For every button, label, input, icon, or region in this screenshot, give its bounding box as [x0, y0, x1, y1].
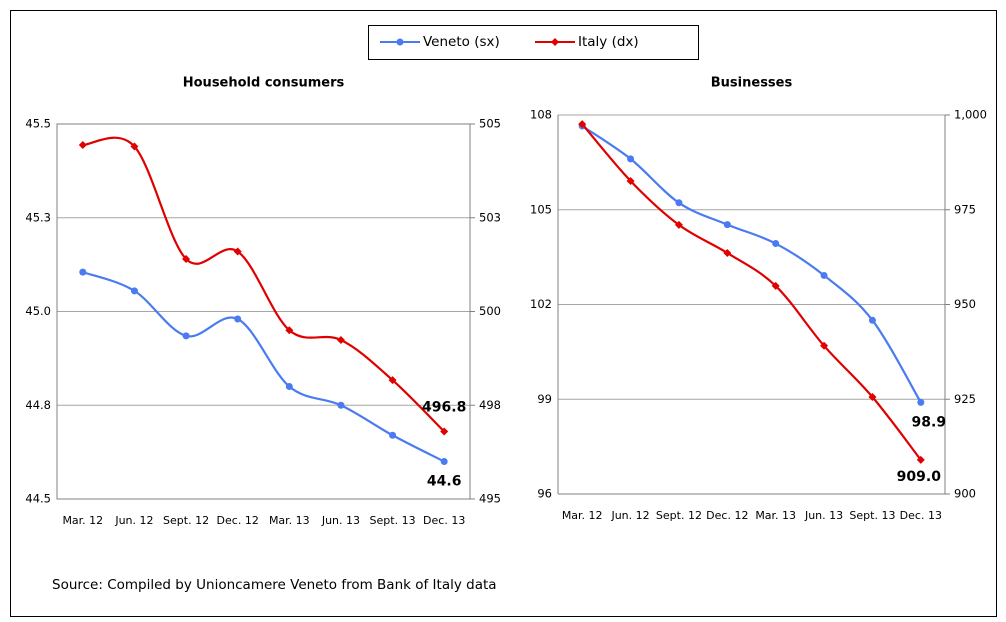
y-tick-label: 45.5	[25, 117, 51, 131]
frame	[10, 10, 997, 617]
data-point	[182, 255, 191, 263]
x-tick-label: Sept. 13	[370, 514, 416, 527]
y-tick-label: 45.3	[25, 210, 51, 224]
chart-title: Household consumers	[183, 76, 345, 91]
data-point	[182, 332, 190, 340]
data-label: 44.6	[427, 474, 462, 490]
y-tick-label: 105	[530, 202, 552, 216]
y-tick-label: 99	[537, 392, 552, 406]
data-point	[627, 155, 635, 163]
chart-title: Businesses	[711, 76, 793, 91]
x-tick-label: Sept. 12	[163, 514, 209, 527]
data-point	[675, 199, 683, 207]
data-label: 98.9	[912, 414, 947, 430]
data-point	[626, 176, 635, 185]
data-point	[388, 376, 397, 385]
x-tick-label: Mar. 13	[755, 509, 796, 522]
data-point	[578, 120, 587, 129]
data-point	[389, 431, 397, 439]
series-line	[581, 123, 922, 461]
data-point	[723, 248, 732, 257]
data-point	[79, 268, 87, 276]
x-tick-label: Dec. 12	[706, 509, 748, 522]
y2-tick-label: 503	[479, 210, 501, 224]
y2-tick-label: 925	[954, 392, 976, 406]
data-point	[78, 141, 87, 149]
legend-box	[368, 25, 699, 60]
series-line	[581, 125, 922, 403]
x-tick-label: Sept. 13	[849, 509, 895, 522]
y-tick-label: 102	[530, 297, 552, 311]
x-tick-label: Jun. 13	[321, 514, 360, 527]
y-tick-label: 96	[537, 487, 552, 501]
data-label: 909.0	[897, 469, 942, 485]
data-point	[233, 247, 242, 256]
y-tick-label: 44.5	[25, 492, 51, 506]
y2-tick-label: 505	[479, 117, 501, 131]
data-point	[820, 341, 829, 350]
y2-tick-label: 950	[954, 297, 976, 311]
y2-tick-label: 500	[479, 304, 501, 318]
y-tick-label: 45.0	[25, 304, 51, 318]
x-tick-label: Dec. 13	[423, 514, 465, 527]
data-label: 496.8	[422, 400, 466, 416]
data-point	[234, 315, 242, 323]
x-tick-label: Dec. 13	[900, 509, 942, 522]
legend-label: Italy (dx)	[578, 34, 639, 50]
x-tick-label: Dec. 12	[217, 514, 259, 527]
data-point	[916, 455, 925, 464]
series-line	[82, 136, 445, 433]
y-tick-label: 44.8	[25, 398, 51, 412]
y2-tick-label: 1,000	[954, 108, 987, 122]
x-tick-label: Sept. 12	[656, 509, 702, 522]
legend-label: Veneto (sx)	[423, 34, 500, 50]
x-tick-label: Jun. 12	[610, 509, 649, 522]
x-tick-label: Jun. 12	[114, 514, 153, 527]
data-point	[130, 142, 139, 151]
x-tick-label: Mar. 13	[269, 514, 310, 527]
y-tick-label: 108	[530, 108, 552, 122]
data-point	[285, 326, 294, 335]
x-tick-label: Mar. 12	[562, 509, 603, 522]
y2-tick-label: 975	[954, 202, 976, 216]
legend-marker	[551, 38, 559, 46]
data-point	[771, 281, 780, 290]
x-tick-label: Mar. 12	[62, 514, 103, 527]
data-point	[337, 401, 345, 409]
data-point	[772, 240, 780, 248]
data-point	[336, 336, 345, 344]
data-point	[440, 427, 449, 436]
data-point	[674, 220, 683, 229]
data-point	[723, 221, 731, 229]
y2-tick-label: 498	[479, 398, 501, 412]
data-point	[285, 383, 293, 390]
source-note: Source: Compiled by Unioncamere Veneto f…	[52, 577, 497, 593]
legend-marker	[396, 38, 404, 46]
data-point	[868, 316, 876, 324]
plot-border	[56, 123, 471, 500]
y2-tick-label: 900	[954, 487, 976, 501]
series-line	[82, 271, 445, 463]
data-point	[820, 271, 828, 279]
y2-tick-label: 495	[479, 492, 501, 506]
data-point	[130, 287, 138, 295]
data-point	[917, 398, 925, 406]
data-point	[868, 392, 877, 401]
x-tick-label: Jun. 13	[804, 509, 843, 522]
data-point	[440, 458, 448, 465]
